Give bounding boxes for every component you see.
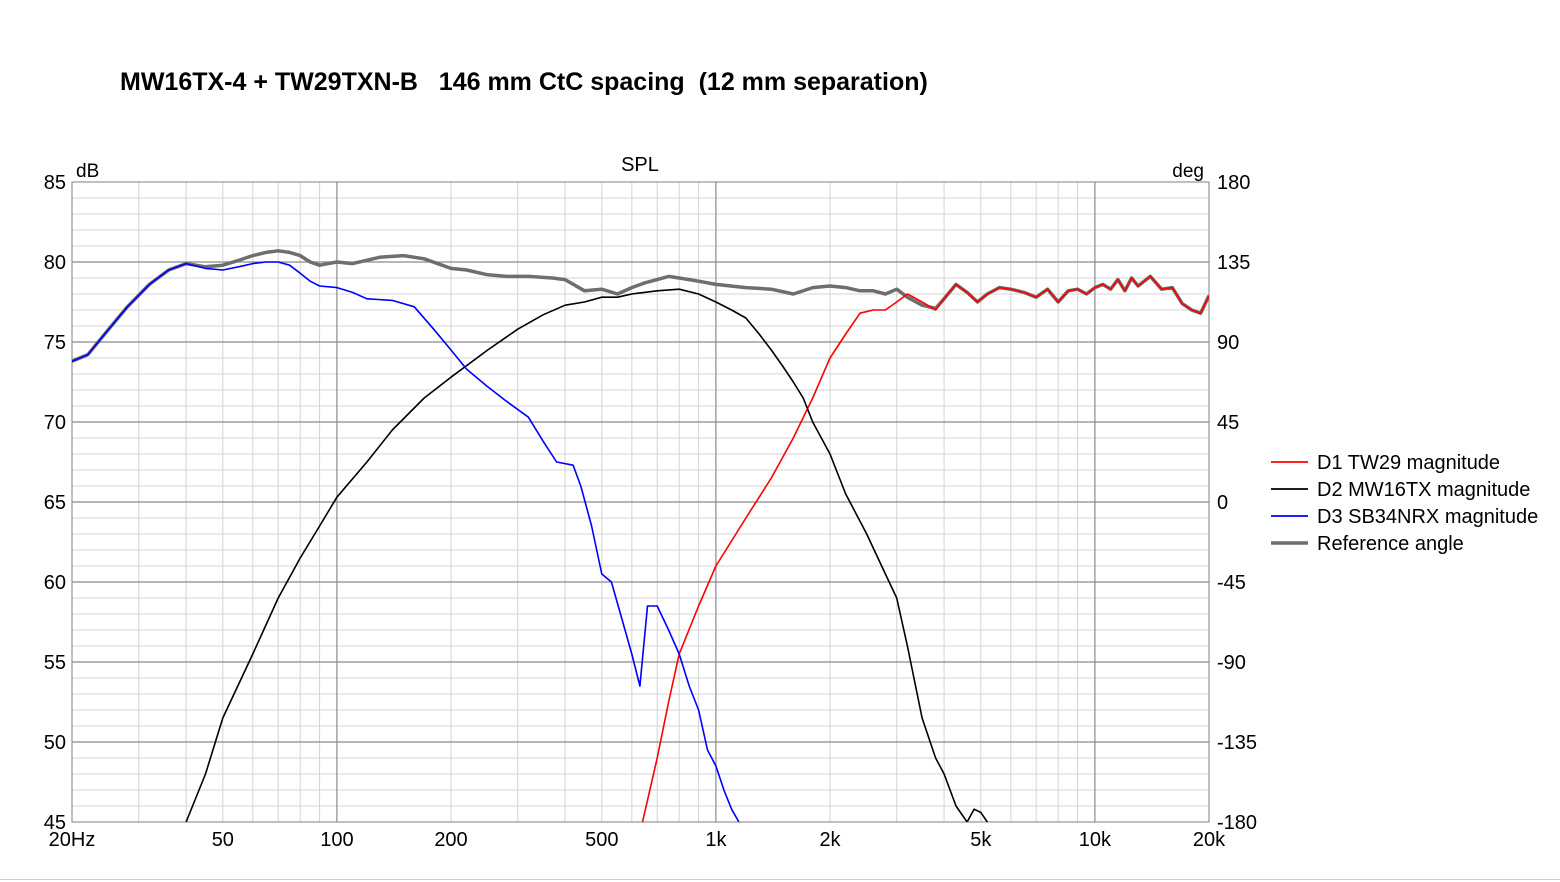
major-grid xyxy=(72,182,1209,822)
series-line-1 xyxy=(72,249,1209,363)
series-line-3 xyxy=(185,288,988,822)
series-line-4 xyxy=(72,261,740,822)
x-tick-label: 100 xyxy=(320,829,353,851)
legend: D1 TW29 magnitude D2 MW16TX magnitude D3 S… xyxy=(1271,452,1538,555)
axis-labels: 45 50 55 60 65 70 75 80 85 -180 -135 -90 -45 0 45 90 135… xyxy=(44,172,1257,851)
y2-tick-label: 45 xyxy=(1217,412,1239,434)
y-axis-label: dB xyxy=(76,161,99,182)
y2-tick-label: -90 xyxy=(1217,652,1246,674)
y-tick-label: 50 xyxy=(44,732,66,754)
y-tick-label: 65 xyxy=(44,492,66,514)
y2-tick-label: 135 xyxy=(1217,252,1250,274)
x-tick-label: 20k xyxy=(1193,829,1226,851)
x-tick-label: 1k xyxy=(705,829,727,851)
y2-tick-label: 180 xyxy=(1217,172,1250,194)
x-tick-label: 500 xyxy=(585,829,618,851)
legend-label: D3 SB34NRX magnitude xyxy=(1317,506,1538,528)
y-tick-label: 75 xyxy=(44,332,66,354)
bottom-divider xyxy=(0,879,1560,880)
y2-axis-label: deg xyxy=(1172,161,1204,182)
legend-label: D1 TW29 magnitude xyxy=(1317,452,1500,474)
y2-tick-label: -180 xyxy=(1217,812,1257,834)
x-tick-label: 2k xyxy=(819,829,841,851)
x-tick-label: 20Hz xyxy=(49,829,96,851)
x-tick-label: 200 xyxy=(434,829,467,851)
x-tick-label: 10k xyxy=(1079,829,1112,851)
y2-tick-label: 0 xyxy=(1217,492,1228,514)
page-title: MW16TX-4 + TW29TXN-B 146 mm CtC spacing … xyxy=(120,68,928,96)
legend-label: Reference angle xyxy=(1317,533,1464,555)
series-line-2 xyxy=(641,275,1209,822)
y-tick-label: 55 xyxy=(44,652,66,674)
y-tick-label: 60 xyxy=(44,572,66,594)
series-layer xyxy=(72,249,1209,822)
chart-title: SPL xyxy=(621,154,659,176)
x-tick-label: 50 xyxy=(212,829,234,851)
legend-label: D2 MW16TX magnitude xyxy=(1317,479,1530,501)
y2-tick-label: -45 xyxy=(1217,572,1246,594)
x-tick-label: 5k xyxy=(970,829,992,851)
y2-tick-label: -135 xyxy=(1217,732,1257,754)
y2-tick-label: 90 xyxy=(1217,332,1239,354)
y-tick-label: 85 xyxy=(44,172,66,194)
y-tick-label: 45 xyxy=(44,812,66,834)
y-tick-label: 70 xyxy=(44,412,66,434)
plot-frame xyxy=(71,181,1210,823)
y-tick-label: 80 xyxy=(44,252,66,274)
